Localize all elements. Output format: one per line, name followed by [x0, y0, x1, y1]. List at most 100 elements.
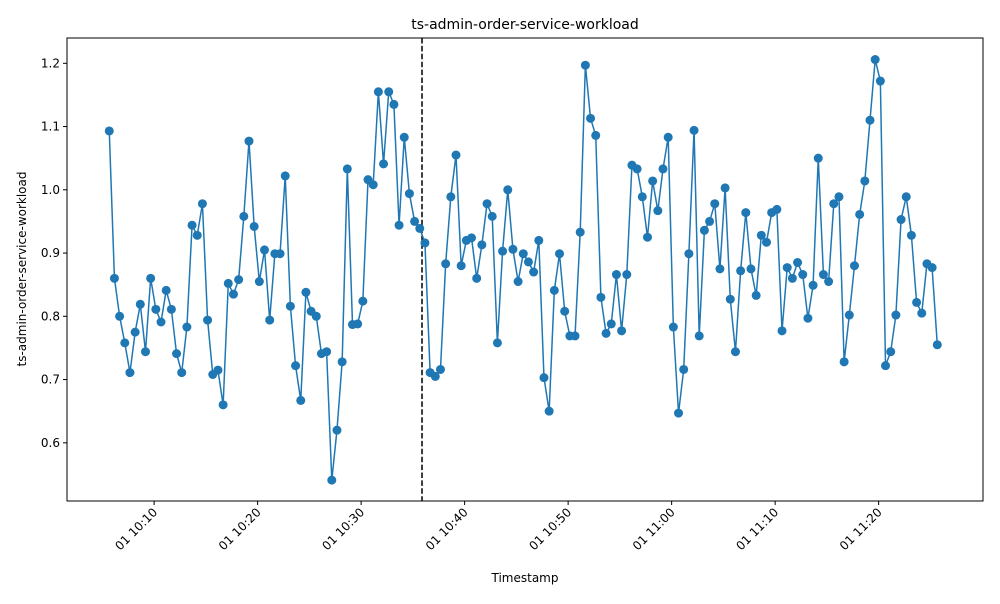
data-point: [192, 230, 202, 240]
data-point: [917, 308, 927, 318]
data-point: [756, 230, 766, 240]
x-tick-label: 01 10:20: [216, 505, 264, 553]
plot-area: [104, 38, 942, 501]
x-tick-label: 01 10:10: [112, 505, 160, 553]
data-point: [881, 361, 891, 371]
y-tick-label: 1.1: [41, 120, 60, 134]
data-point: [891, 310, 901, 320]
data-point: [301, 287, 311, 297]
data-point: [342, 164, 352, 174]
data-point: [772, 204, 782, 214]
data-point: [518, 249, 528, 259]
data-point: [762, 237, 772, 247]
data-point: [441, 259, 451, 269]
data-point: [446, 192, 456, 202]
data-point: [332, 425, 342, 435]
data-point: [560, 306, 570, 316]
data-point: [829, 199, 839, 209]
data-point: [710, 199, 720, 209]
data-point: [896, 215, 906, 225]
data-point: [125, 368, 135, 378]
data-point: [244, 136, 254, 146]
data-point: [223, 278, 233, 288]
data-point: [172, 349, 182, 359]
data-point: [741, 208, 751, 218]
data-point: [337, 357, 347, 367]
data-point: [813, 153, 823, 163]
data-point: [855, 209, 865, 219]
data-point: [793, 258, 803, 268]
data-point: [575, 227, 585, 237]
data-point: [467, 233, 477, 243]
data-point: [503, 185, 513, 195]
data-point: [275, 249, 285, 259]
data-point: [932, 340, 942, 350]
x-axis-label: Timestamp: [491, 571, 559, 585]
data-point: [358, 296, 368, 306]
data-point: [523, 257, 533, 267]
series-line: [108, 59, 939, 481]
data-point: [860, 176, 870, 186]
data-point: [834, 192, 844, 202]
data-point: [399, 132, 409, 142]
data-point: [689, 125, 699, 135]
data-point: [203, 315, 213, 325]
data-point: [720, 183, 730, 193]
data-point: [228, 289, 238, 299]
data-point: [234, 275, 244, 285]
data-point: [120, 338, 130, 348]
data-point: [187, 220, 197, 230]
data-point: [249, 221, 259, 231]
data-point: [389, 99, 399, 109]
data-point: [197, 199, 207, 209]
data-point: [487, 211, 497, 221]
data-point: [684, 249, 694, 259]
data-point: [570, 331, 580, 341]
data-point: [782, 263, 792, 273]
data-point: [844, 310, 854, 320]
data-point: [637, 192, 647, 202]
data-point: [617, 326, 627, 336]
data-point: [311, 311, 321, 321]
data-point: [492, 338, 502, 348]
data-point: [161, 285, 171, 295]
data-point: [415, 223, 425, 233]
y-tick-label: 1.2: [41, 56, 60, 70]
data-point: [586, 113, 596, 123]
data-point: [482, 199, 492, 209]
data-point: [699, 225, 709, 235]
data-point: [151, 304, 161, 314]
data-point: [508, 244, 518, 254]
x-tick-label: 01 10:30: [319, 505, 367, 553]
data-point: [777, 326, 787, 336]
data-point: [927, 263, 937, 273]
data-point: [477, 240, 487, 250]
data-point: [404, 189, 414, 199]
data-point: [601, 328, 611, 338]
data-point: [906, 230, 916, 240]
data-point: [265, 315, 275, 325]
data-point: [674, 408, 684, 418]
data-point: [254, 277, 264, 287]
data-point: [534, 235, 544, 245]
data-point: [239, 211, 249, 221]
data-point: [430, 371, 440, 381]
data-point: [653, 206, 663, 216]
data-point: [260, 245, 270, 255]
data-point: [849, 261, 859, 271]
data-point: [658, 164, 668, 174]
data-point: [839, 357, 849, 367]
data-point: [451, 150, 461, 160]
y-axis-label: ts-admin-order-service-workload: [15, 172, 29, 367]
data-point: [591, 130, 601, 140]
data-point: [410, 216, 420, 226]
data-point: [875, 76, 885, 86]
data-point: [736, 266, 746, 276]
data-point: [109, 273, 119, 283]
data-point: [606, 319, 616, 329]
data-point: [140, 347, 150, 357]
data-point: [146, 273, 156, 283]
data-point: [280, 171, 290, 181]
data-point: [285, 301, 295, 311]
axes: 0.6 0.7 0.8 0.9 1.0 1.1 1.2 01 10:10 01 10:20 01 …: [41, 56, 885, 553]
